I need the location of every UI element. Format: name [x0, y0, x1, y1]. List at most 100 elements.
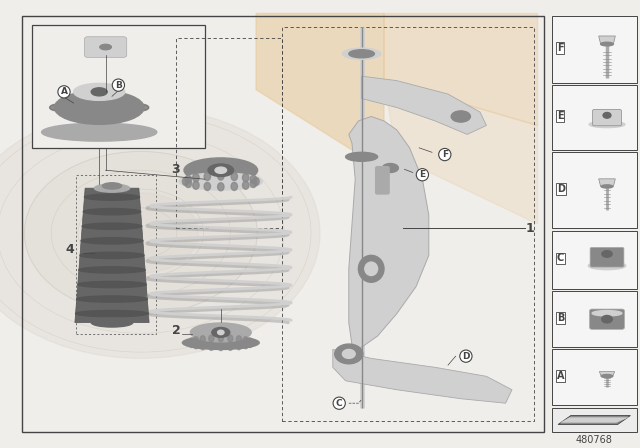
Text: E: E [557, 111, 563, 121]
Ellipse shape [70, 95, 86, 101]
Circle shape [24, 151, 257, 314]
Ellipse shape [249, 340, 254, 346]
Bar [552, 152, 637, 228]
FancyBboxPatch shape [593, 109, 621, 126]
Polygon shape [598, 179, 615, 186]
Ellipse shape [179, 173, 262, 190]
Ellipse shape [588, 262, 626, 270]
Text: D: D [462, 352, 470, 361]
Polygon shape [560, 418, 629, 423]
Ellipse shape [248, 341, 253, 348]
Ellipse shape [236, 343, 241, 350]
Ellipse shape [243, 342, 248, 349]
Ellipse shape [95, 184, 129, 192]
Ellipse shape [204, 172, 211, 181]
Circle shape [83, 193, 198, 273]
Bar [282, 27, 534, 421]
Ellipse shape [189, 338, 194, 345]
Ellipse shape [188, 340, 193, 346]
Ellipse shape [92, 88, 108, 96]
Ellipse shape [602, 251, 612, 257]
Ellipse shape [84, 194, 140, 200]
Ellipse shape [185, 180, 191, 188]
Ellipse shape [100, 44, 111, 50]
Ellipse shape [182, 177, 189, 185]
Bar [552, 85, 637, 150]
Ellipse shape [602, 315, 612, 323]
Polygon shape [256, 13, 384, 170]
Ellipse shape [112, 95, 128, 101]
Ellipse shape [253, 177, 259, 185]
Text: 480768: 480768 [576, 435, 612, 445]
Ellipse shape [76, 310, 148, 317]
Ellipse shape [193, 181, 199, 189]
Ellipse shape [78, 281, 146, 288]
Ellipse shape [600, 42, 613, 46]
Text: 2: 2 [172, 324, 180, 337]
Text: C: C [336, 399, 342, 408]
Ellipse shape [218, 335, 223, 342]
Bar [32, 25, 205, 148]
Ellipse shape [54, 90, 144, 125]
Bar [176, 38, 282, 228]
Text: E: E [419, 170, 426, 179]
Bar [552, 16, 637, 83]
Polygon shape [333, 349, 512, 403]
Polygon shape [384, 13, 538, 125]
Ellipse shape [80, 252, 144, 258]
Ellipse shape [228, 344, 233, 350]
Ellipse shape [250, 175, 257, 183]
Ellipse shape [231, 182, 237, 190]
Text: F: F [557, 43, 563, 53]
Ellipse shape [193, 337, 198, 344]
Polygon shape [75, 188, 149, 323]
Ellipse shape [383, 164, 398, 172]
Ellipse shape [193, 342, 198, 349]
Ellipse shape [83, 208, 141, 215]
Polygon shape [558, 416, 630, 425]
Ellipse shape [589, 121, 625, 128]
Ellipse shape [342, 48, 381, 60]
Ellipse shape [204, 182, 211, 190]
Ellipse shape [218, 344, 223, 351]
Ellipse shape [243, 337, 248, 344]
FancyBboxPatch shape [590, 247, 624, 267]
Ellipse shape [243, 174, 249, 182]
Ellipse shape [182, 336, 259, 349]
Ellipse shape [451, 111, 470, 122]
Ellipse shape [79, 267, 145, 273]
Ellipse shape [189, 341, 194, 348]
Ellipse shape [243, 181, 249, 189]
Circle shape [0, 108, 320, 358]
Ellipse shape [248, 338, 253, 345]
Ellipse shape [215, 167, 227, 173]
Ellipse shape [112, 114, 128, 121]
Bar [22, 16, 544, 432]
Polygon shape [349, 116, 429, 349]
Ellipse shape [50, 104, 65, 111]
Text: F: F [442, 150, 448, 159]
Text: C: C [557, 254, 564, 263]
Ellipse shape [133, 104, 149, 111]
Ellipse shape [42, 123, 157, 141]
Ellipse shape [250, 180, 257, 188]
Ellipse shape [208, 164, 234, 177]
Ellipse shape [200, 343, 205, 350]
Ellipse shape [77, 296, 147, 302]
Text: 3: 3 [172, 164, 180, 177]
Ellipse shape [349, 50, 374, 58]
Ellipse shape [218, 183, 224, 191]
Ellipse shape [358, 255, 384, 282]
Ellipse shape [228, 335, 233, 342]
Polygon shape [598, 36, 615, 44]
Ellipse shape [70, 114, 86, 121]
Bar [552, 291, 637, 347]
Text: A: A [61, 87, 67, 96]
Ellipse shape [74, 83, 125, 100]
Text: 1: 1 [525, 222, 534, 235]
Bar [552, 349, 637, 405]
Circle shape [335, 344, 363, 364]
Ellipse shape [81, 237, 143, 244]
Text: B: B [557, 313, 564, 323]
Text: B: B [115, 81, 122, 90]
